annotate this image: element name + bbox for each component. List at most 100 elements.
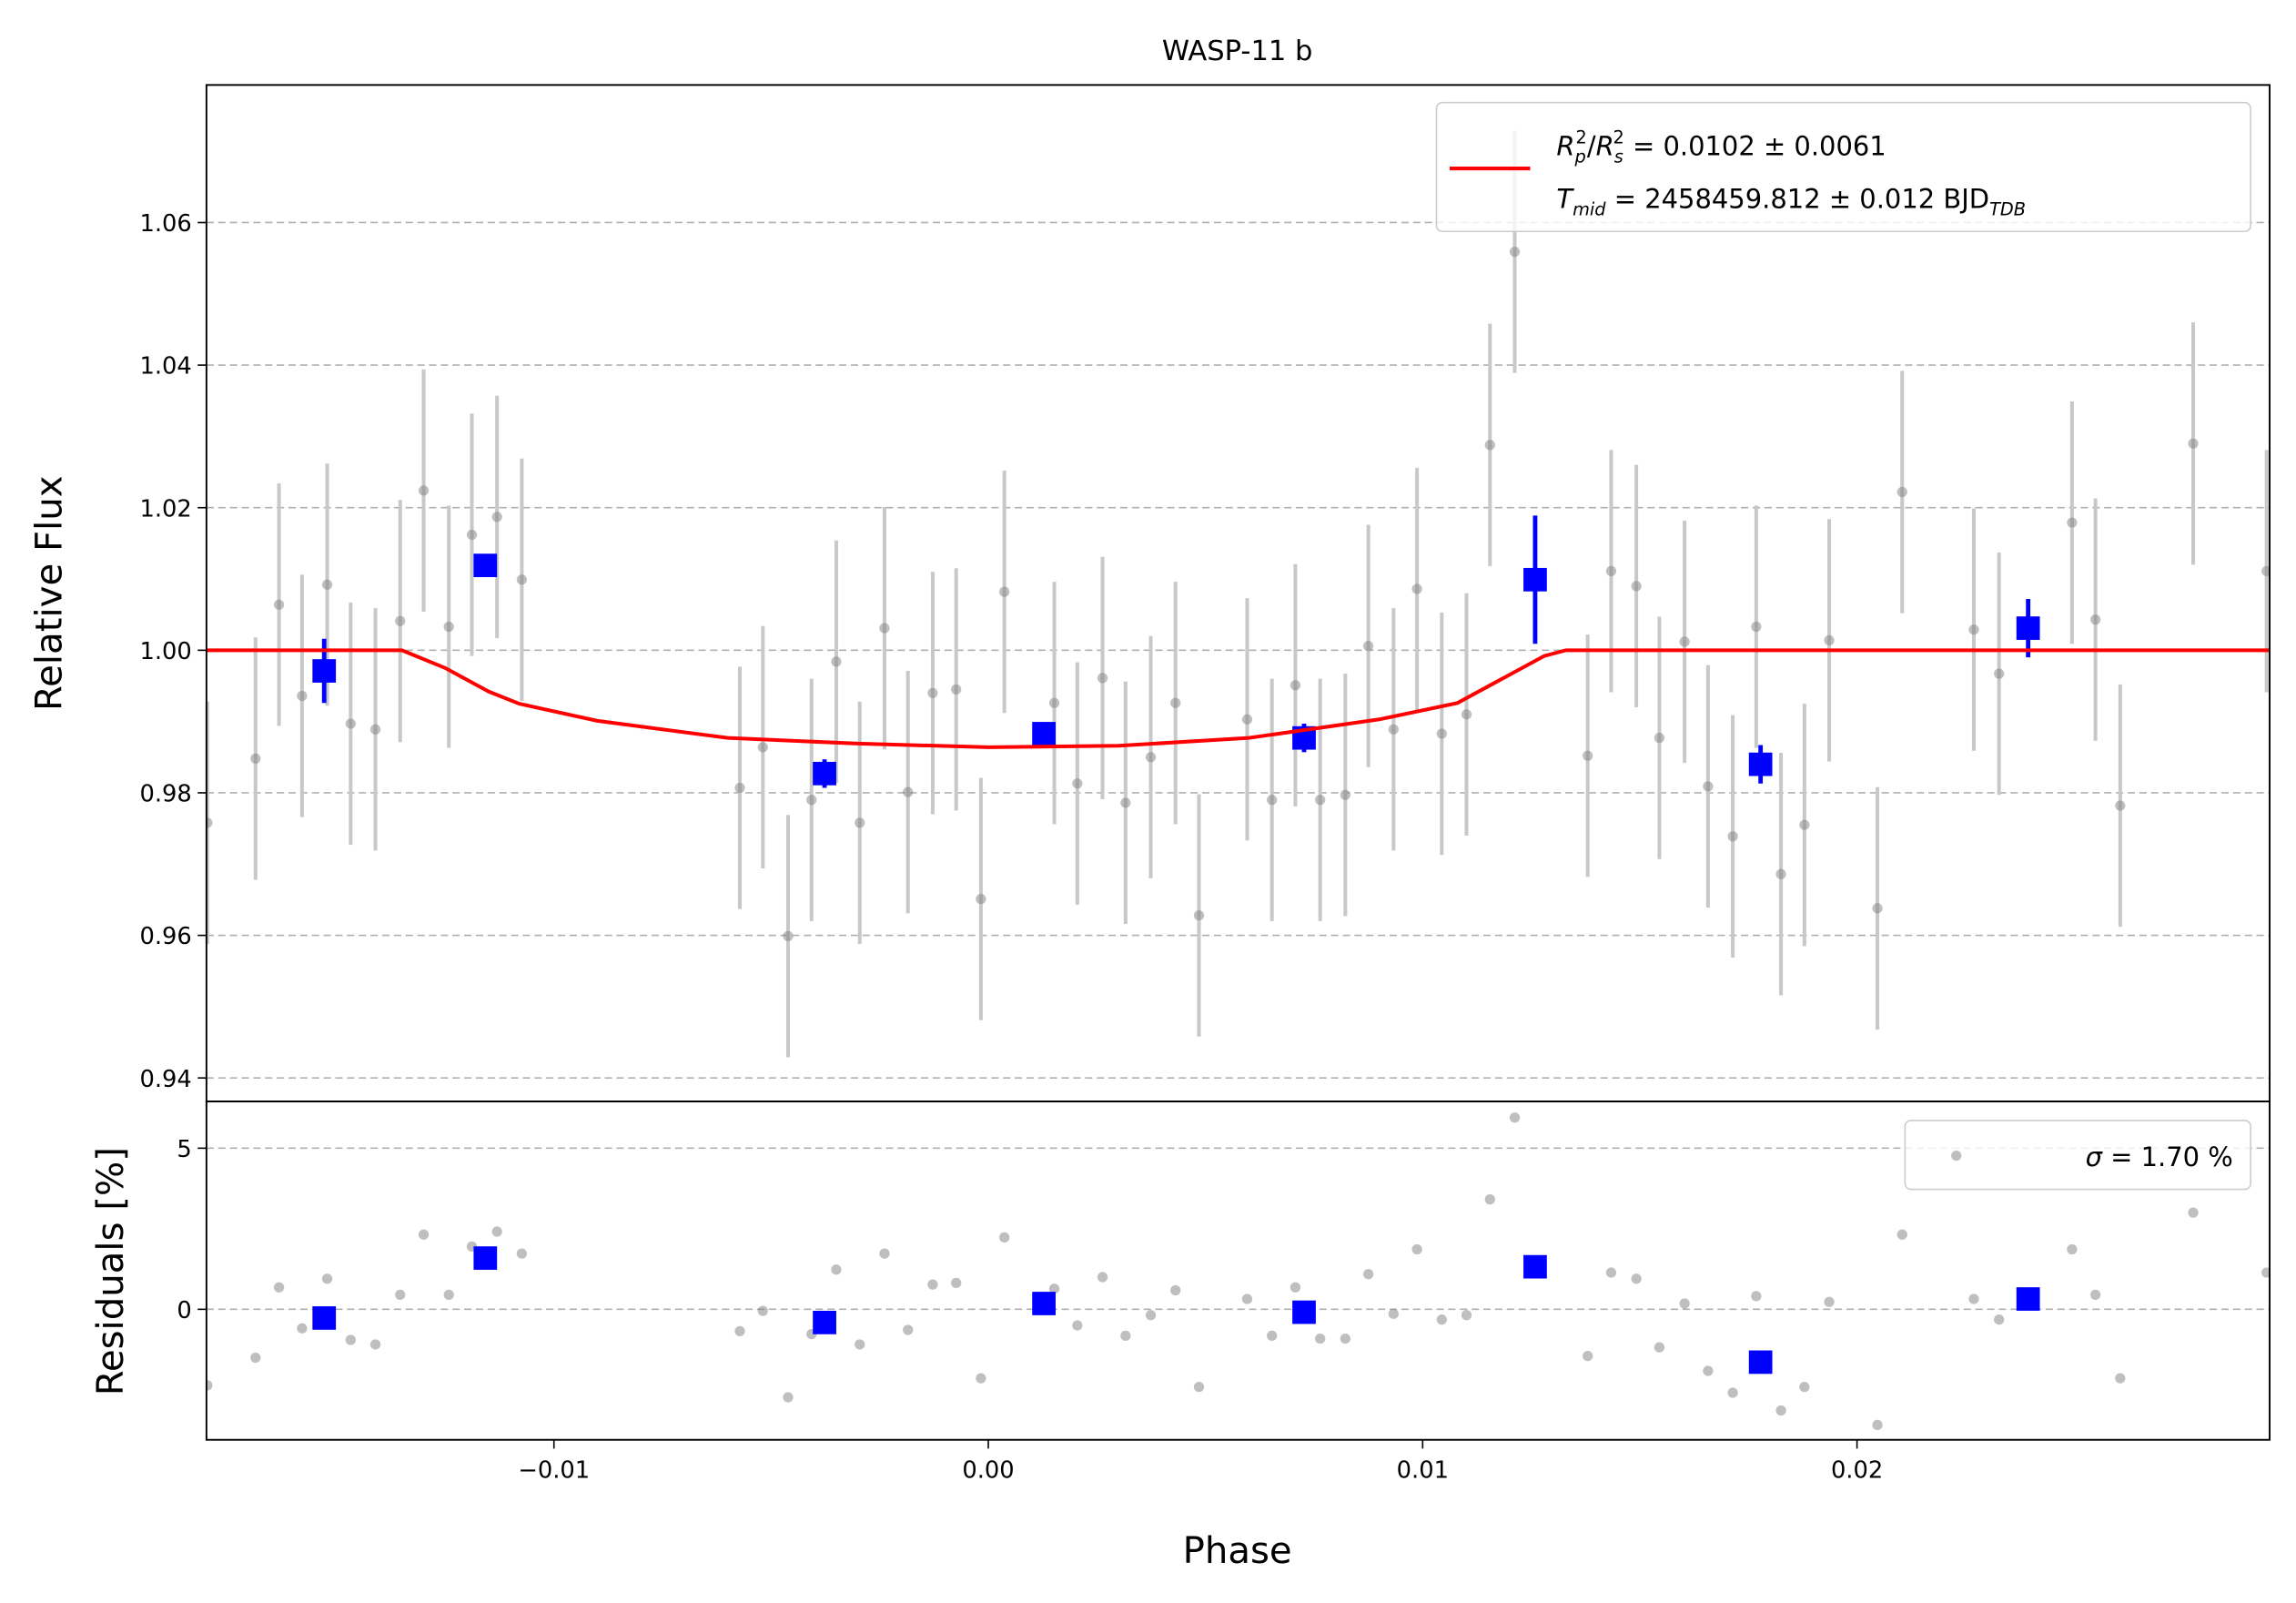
data-point <box>1799 819 1810 830</box>
data-point <box>879 1248 890 1259</box>
data-point <box>321 579 333 590</box>
data-point <box>855 817 865 828</box>
data-point <box>1340 1333 1350 1344</box>
data-point <box>2188 1207 2199 1218</box>
data-point <box>2188 438 2199 449</box>
y-tick-label: 0 <box>177 1297 191 1324</box>
data-point <box>734 782 745 794</box>
data-point <box>783 930 794 941</box>
data-point <box>1775 1405 1786 1416</box>
data-point <box>1097 673 1108 684</box>
y-tick-label: 0.96 <box>139 923 191 950</box>
data-point <box>491 1226 502 1237</box>
data-point <box>1605 1267 1617 1278</box>
data-point <box>903 1324 914 1335</box>
data-point <box>297 690 308 702</box>
data-point <box>1436 728 1447 739</box>
bin-point <box>1748 752 1773 776</box>
bin-point <box>1032 722 1056 746</box>
x-tick-label: −0.01 <box>518 1457 590 1485</box>
data-point <box>1872 1419 1883 1431</box>
y-tick-label: 1.06 <box>139 210 191 238</box>
data-point <box>831 1264 842 1275</box>
data-point <box>1896 1229 1907 1240</box>
bin-point <box>312 1306 337 1330</box>
axes: 0.94 0.96 0.98 1.00 1.02 1.04 1.06 0 5 −0.01 0.00 0… <box>139 210 1883 1484</box>
data-point <box>831 656 842 667</box>
data-point <box>1315 1333 1326 1344</box>
data-point <box>1436 1314 1447 1325</box>
data-point <box>1145 752 1157 763</box>
data-point <box>369 724 381 735</box>
data-point <box>1775 868 1786 879</box>
data-point <box>516 574 528 585</box>
bin-point <box>2016 616 2040 640</box>
data-point <box>1145 1310 1157 1321</box>
legend-text: T <box>1556 184 1574 215</box>
plot-area-top <box>206 130 2271 1058</box>
data-point <box>206 1380 213 1391</box>
data-point <box>1363 1269 1374 1280</box>
data-point <box>734 1325 745 1337</box>
bin-point <box>813 1311 836 1334</box>
x-tick-label: 0.00 <box>962 1457 1014 1485</box>
data-point <box>2261 565 2271 577</box>
legend-text: mid <box>1573 199 1606 220</box>
legend-box <box>1435 101 2251 233</box>
data-point <box>443 1289 454 1301</box>
plot-area-bottom <box>206 1112 2271 1431</box>
bin-point <box>1748 1350 1773 1375</box>
data-point <box>369 1339 381 1350</box>
x-tick-label: 0.01 <box>1397 1457 1449 1485</box>
data-point <box>1120 1330 1131 1342</box>
data-point <box>999 1232 1010 1243</box>
data-point <box>1799 1382 1810 1393</box>
data-point <box>1484 440 1495 451</box>
bin-point <box>1292 1300 1316 1324</box>
data-point <box>1120 797 1131 808</box>
data-point <box>903 786 914 797</box>
legend: σ = 1.70 % <box>1904 1120 2251 1191</box>
data-point <box>516 1248 528 1259</box>
data-point <box>273 599 285 610</box>
data-point <box>1679 636 1690 647</box>
data-point <box>1896 486 1907 498</box>
data-point <box>2090 614 2101 625</box>
legend-text: / <box>1587 131 1596 162</box>
legend-text: 2 <box>1576 127 1587 148</box>
data-point <box>951 684 962 695</box>
data-point <box>206 817 213 828</box>
data-point <box>1631 581 1642 592</box>
data-point <box>443 621 454 633</box>
data-point <box>927 687 938 698</box>
y-tick-label: 5 <box>177 1136 191 1163</box>
data-point <box>879 623 890 634</box>
data-point <box>1048 697 1060 708</box>
data-point <box>2115 1373 2126 1384</box>
data-point <box>250 1352 261 1364</box>
data-point <box>1097 1272 1108 1283</box>
data-point <box>976 894 986 905</box>
data-point <box>1654 733 1665 744</box>
data-point <box>1654 1342 1665 1353</box>
data-point <box>1170 697 1181 708</box>
data-point <box>2261 1267 2271 1278</box>
legend-label: Tmid = 2458459.812 ± 0.012 BJDTDB <box>1556 184 2026 220</box>
x-tick-label: 0.02 <box>1831 1457 1883 1485</box>
y-axis-label: Relative Flux <box>29 475 71 711</box>
bin-point <box>2016 1287 2040 1311</box>
model-line <box>206 648 2271 749</box>
legend-text: R <box>1556 131 1574 162</box>
data-point <box>466 529 478 541</box>
legend-label: Rp2/Rs2 = 0.0102 ± 0.0061 <box>1556 127 1886 167</box>
data-point <box>1751 621 1762 633</box>
data-point <box>1267 1330 1278 1342</box>
legend-label: σ = 1.70 % <box>2086 1141 2233 1172</box>
y-axis-label: Residuals [%] <box>90 1147 132 1395</box>
data-point <box>250 753 261 765</box>
data-point <box>1994 1314 2005 1325</box>
data-point <box>1583 750 1593 761</box>
data-point <box>1727 1387 1738 1398</box>
x-axis-label: Phase <box>1183 1530 1292 1572</box>
